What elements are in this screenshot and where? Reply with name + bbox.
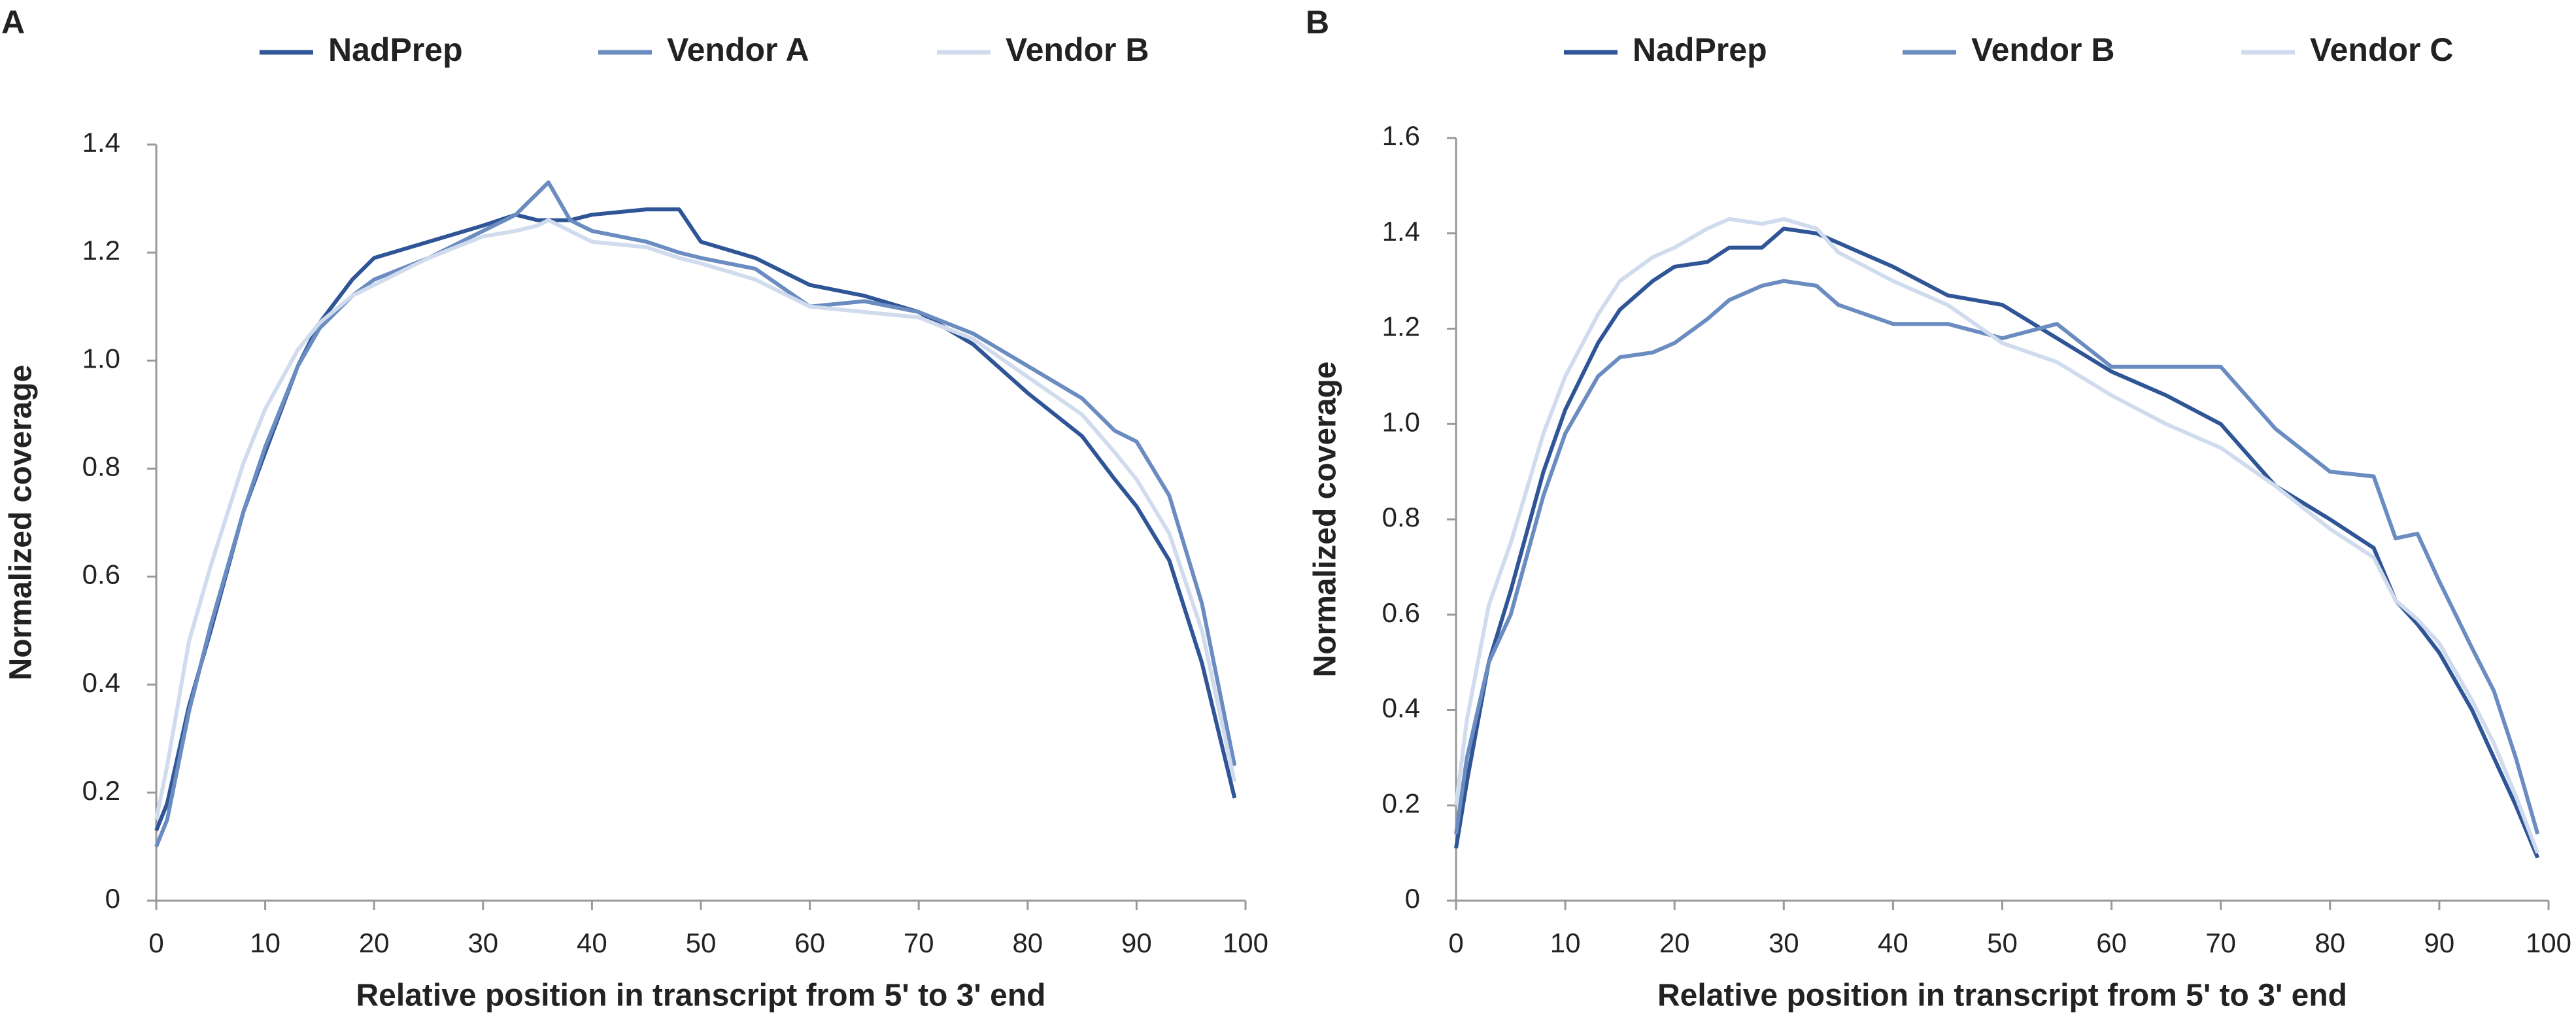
x-tick-label: 10 — [250, 928, 280, 958]
y-tick-label: 0 — [1405, 883, 1420, 914]
series-line — [1454, 226, 2540, 859]
y-tick-label: 0.2 — [82, 775, 120, 806]
y-tick-label: 1.2 — [82, 235, 120, 266]
x-tick-label: 90 — [1121, 928, 1152, 958]
x-tick-label: 50 — [686, 928, 717, 958]
y-tick-label: 0.6 — [1382, 597, 1420, 628]
y-tick-label: 1.2 — [1382, 311, 1420, 342]
legend-label: Vendor C — [2310, 31, 2453, 68]
x-axis-title: Relative position in transcript from 5' … — [1657, 979, 2347, 1013]
series-line — [1454, 279, 2540, 835]
panel-label: B — [1306, 4, 1329, 41]
x-tick-label: 80 — [2314, 928, 2345, 958]
x-tick-label: 30 — [467, 928, 498, 958]
y-tick-label: 0.2 — [1382, 788, 1420, 818]
y-tick-label: 0.6 — [82, 559, 120, 590]
series-line — [154, 207, 1237, 831]
x-tick-label: 80 — [1012, 928, 1043, 958]
x-tick-label: 70 — [904, 928, 934, 958]
x-tick-label: 40 — [1878, 928, 1908, 958]
y-tick-label: 1.0 — [82, 343, 120, 373]
y-tick-label: 1.4 — [82, 127, 120, 158]
y-tick-label: 0.8 — [1382, 502, 1420, 532]
y-tick-label: 1.0 — [1382, 406, 1420, 437]
series-line — [154, 218, 1237, 820]
x-tick-label: 70 — [2205, 928, 2236, 958]
y-axis-title: Normalized coverage — [4, 365, 39, 681]
series-line — [154, 180, 1237, 848]
y-tick-label: 0 — [105, 883, 120, 914]
y-tick-label: 0.8 — [82, 451, 120, 482]
y-tick-label: 1.4 — [1382, 216, 1420, 247]
x-tick-label: 20 — [1659, 928, 1690, 958]
x-tick-label: 50 — [1987, 928, 2018, 958]
y-tick-label: 0.4 — [1382, 693, 1420, 723]
x-tick-label: 60 — [2096, 928, 2127, 958]
x-tick-label: 90 — [2424, 928, 2455, 958]
y-tick-label: 0.4 — [82, 667, 120, 698]
legend-label: Vendor A — [667, 31, 809, 68]
x-tick-label: 60 — [794, 928, 825, 958]
y-tick-label: 1.6 — [1382, 120, 1420, 151]
x-tick-label: 100 — [2526, 928, 2571, 958]
x-tick-label: 40 — [577, 928, 607, 958]
x-tick-label: 0 — [1448, 928, 1463, 958]
legend-label: Vendor B — [1971, 31, 2114, 68]
panel-label: A — [1, 4, 25, 41]
legend-label: NadPrep — [1633, 31, 1767, 68]
legend-label: Vendor B — [1006, 31, 1149, 68]
x-tick-label: 0 — [148, 928, 163, 958]
x-tick-label: 30 — [1769, 928, 1799, 958]
legend-label: NadPrep — [328, 31, 463, 68]
x-tick-label: 100 — [1223, 928, 1268, 958]
x-tick-label: 20 — [359, 928, 390, 958]
x-axis-title: Relative position in transcript from 5' … — [356, 979, 1046, 1013]
x-tick-label: 10 — [1550, 928, 1581, 958]
y-axis-title: Normalized coverage — [1308, 362, 1343, 678]
series-line — [1454, 217, 2540, 854]
